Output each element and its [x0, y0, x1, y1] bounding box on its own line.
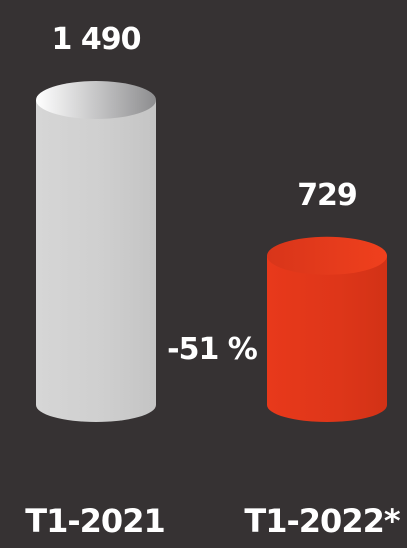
change-label: -51 % [167, 332, 258, 367]
cylinder-body-t1-2021 [36, 100, 156, 422]
value-label-t1-2021: 1 490 [51, 22, 142, 57]
cylinder-top-t1-2022 [267, 236, 387, 275]
cylinder-top-t1-2021 [36, 81, 156, 119]
category-label-t1-2021: T1-2021 [25, 502, 165, 540]
cylinder-body-t1-2022 [267, 255, 387, 422]
category-label-t1-2022: T1-2022* [244, 502, 400, 540]
value-label-t1-2022: 729 [297, 177, 358, 213]
